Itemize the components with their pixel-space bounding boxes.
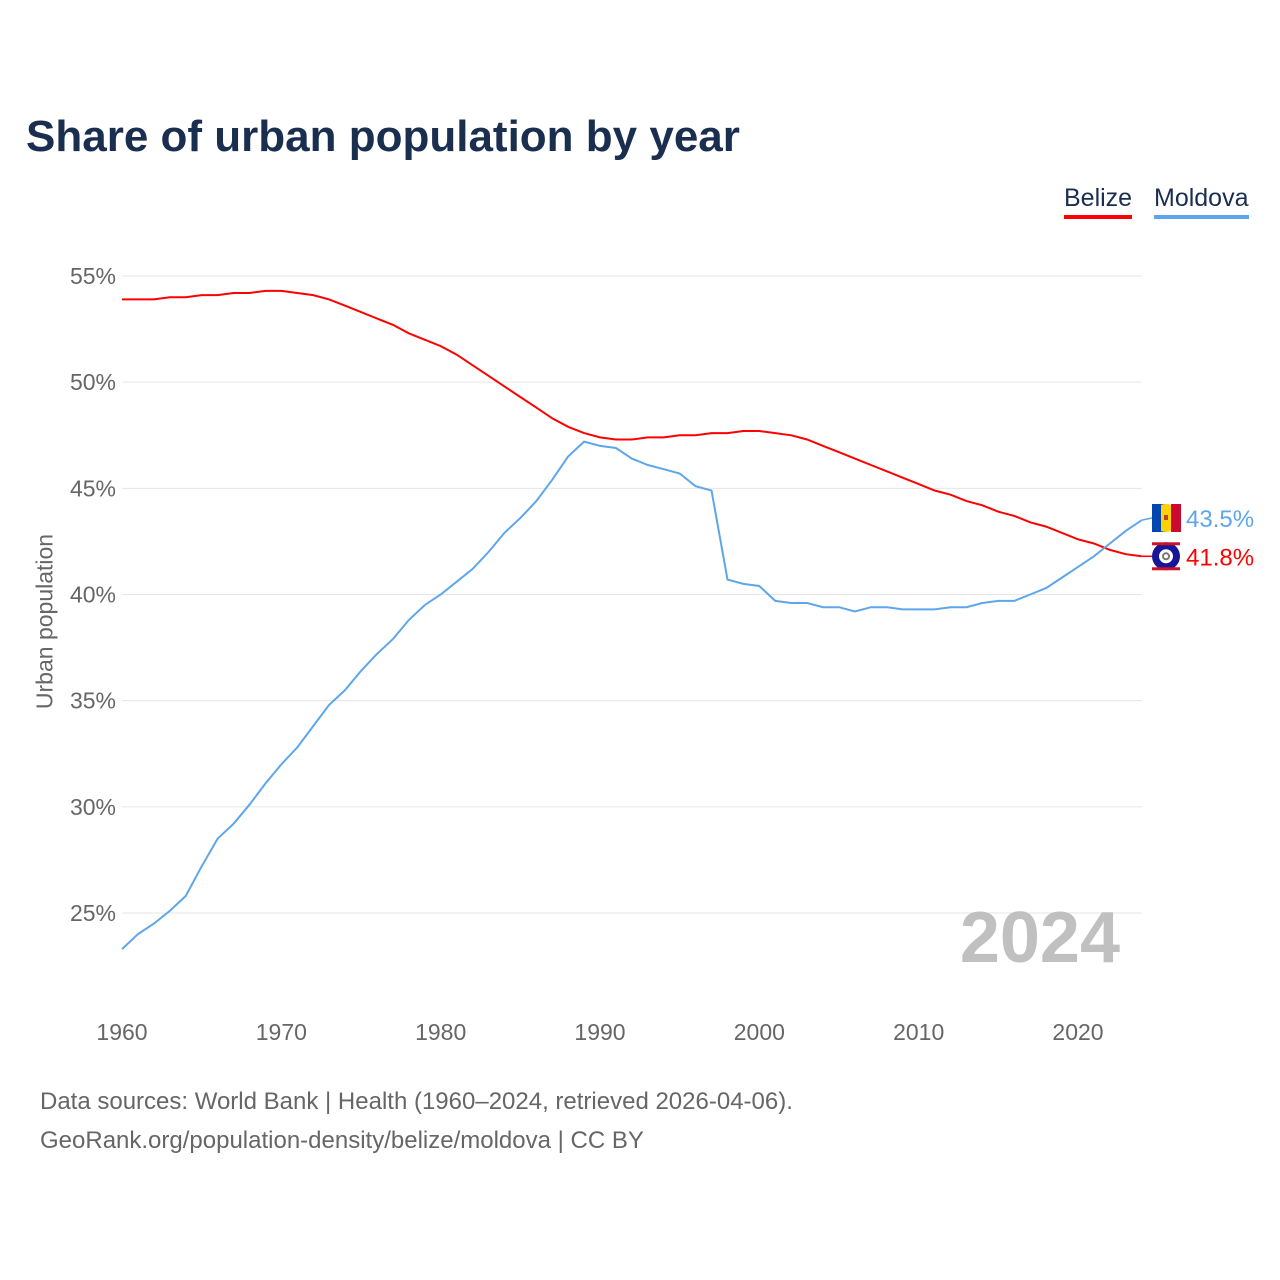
x-tick-label: 1990 <box>574 1019 625 1045</box>
x-tick-label: 2020 <box>1052 1019 1103 1045</box>
chart-title: Share of urban population by year <box>26 112 740 161</box>
x-tick-label: 1980 <box>415 1019 466 1045</box>
end-value-moldova: 43.5% <box>1186 506 1254 533</box>
series-line-moldova[interactable] <box>121 440 1143 950</box>
x-tick-label: 2000 <box>734 1019 785 1045</box>
series-end-labels: 41.8% 43.5% <box>1141 504 1254 571</box>
axis-ticks: 25% 30% 35% 40% 45% 50% 55% 1960 1970 1980 1990 200… <box>70 263 1104 1045</box>
y-tick-label: 40% <box>70 582 116 608</box>
belize-flag-icon <box>1152 542 1180 571</box>
end-value-belize: 41.8% <box>1186 544 1254 571</box>
grid <box>122 275 1142 914</box>
current-year-label: 2024 <box>960 898 1120 978</box>
y-tick-label: 35% <box>70 688 116 714</box>
legend-moldova[interactable]: Moldova <box>1154 184 1249 219</box>
footer-link[interactable]: GeoRank.org/population-density/belize/mo… <box>40 1127 644 1154</box>
legend-belize[interactable]: Belize <box>1064 184 1133 219</box>
series-lines <box>121 289 1143 950</box>
x-tick-label: 1970 <box>256 1019 307 1045</box>
y-tick-label: 55% <box>70 263 116 289</box>
x-tick-label: 2010 <box>893 1019 944 1045</box>
y-tick-label: 45% <box>70 475 116 501</box>
y-tick-label: 30% <box>70 794 116 820</box>
y-tick-label: 25% <box>70 900 116 926</box>
end-connector <box>1141 517 1153 521</box>
footer-source: Data sources: World Bank | Health (1960–… <box>40 1088 793 1115</box>
moldova-flag-icon <box>1152 504 1181 532</box>
y-tick-label: 50% <box>70 369 116 395</box>
series-line-belize[interactable] <box>122 289 1142 558</box>
x-tick-label: 1960 <box>96 1019 147 1045</box>
